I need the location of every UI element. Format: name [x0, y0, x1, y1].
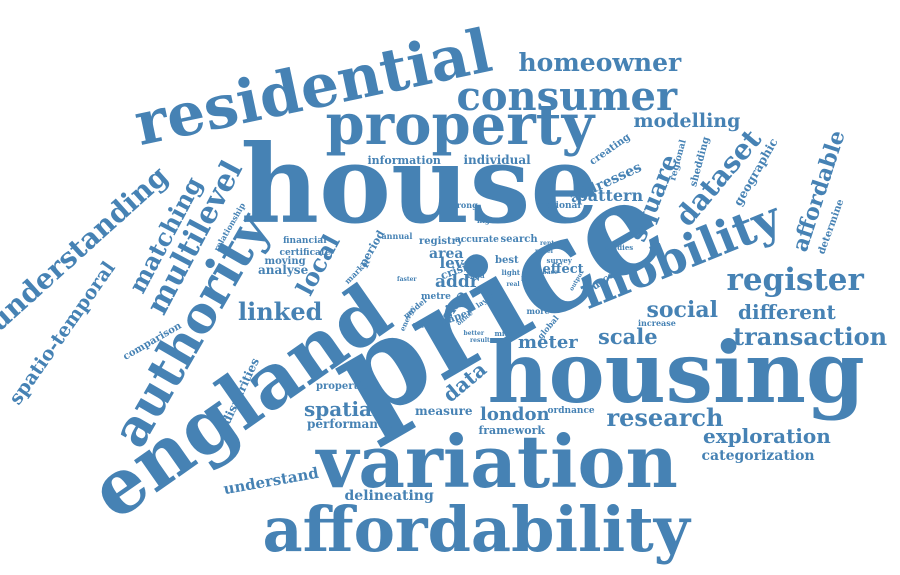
word: national	[539, 200, 581, 211]
word: addr	[435, 271, 479, 292]
word: individual	[463, 153, 531, 167]
word: homeowner	[518, 47, 682, 77]
word: metre	[421, 291, 451, 302]
word: linked	[238, 297, 323, 326]
word: meter	[518, 332, 578, 353]
word: performance	[307, 417, 393, 431]
word: framework	[478, 423, 546, 437]
word: information	[367, 153, 441, 167]
word: lack	[521, 276, 535, 283]
word: transaction	[733, 322, 888, 351]
word: time	[526, 286, 542, 293]
word: result	[470, 337, 490, 344]
word: analyse	[258, 263, 309, 277]
word: search	[500, 234, 538, 245]
word: novel	[535, 248, 553, 255]
word: house	[240, 122, 600, 248]
word: land	[467, 270, 485, 280]
word: research	[606, 403, 724, 432]
word: register	[726, 261, 864, 298]
word: financial	[283, 235, 327, 246]
word: middle	[494, 328, 522, 338]
word: consumer	[456, 73, 678, 120]
word: different	[738, 300, 836, 324]
word: modelling	[633, 109, 741, 132]
word: best	[495, 255, 519, 266]
word: light	[501, 267, 521, 277]
word: affordable	[787, 127, 851, 255]
word: measure	[415, 404, 473, 418]
word: more	[526, 306, 550, 316]
word: area	[429, 246, 464, 262]
word: better	[463, 330, 485, 337]
word: lower	[413, 323, 432, 330]
word: increase	[638, 318, 676, 328]
word: faster	[397, 276, 417, 283]
word: studies	[605, 242, 634, 252]
word: ordnance	[547, 405, 595, 416]
word: pattern	[576, 186, 644, 205]
word: spatial	[304, 397, 380, 421]
word: variation	[316, 419, 678, 504]
word: survey	[546, 255, 572, 265]
word: scale	[598, 323, 658, 349]
word: social	[646, 297, 718, 323]
word: delineating	[344, 488, 434, 504]
word: rent	[540, 240, 555, 247]
word: registry	[419, 236, 463, 247]
word: london	[480, 404, 550, 425]
word: properties	[316, 381, 374, 392]
word: strong	[448, 200, 478, 210]
word: annual	[381, 231, 413, 241]
word: certificate	[279, 247, 331, 258]
word: exploration	[703, 424, 831, 448]
word: higher	[477, 215, 503, 225]
word: moving	[264, 256, 306, 267]
word: real	[506, 281, 520, 288]
word: housing	[487, 323, 865, 422]
word: affordability	[262, 493, 690, 566]
word: categorization	[701, 448, 815, 464]
word: property	[325, 92, 595, 158]
word: level	[439, 253, 479, 272]
word: accurate	[455, 234, 499, 245]
word: effect	[542, 261, 584, 277]
word: base	[542, 269, 558, 276]
